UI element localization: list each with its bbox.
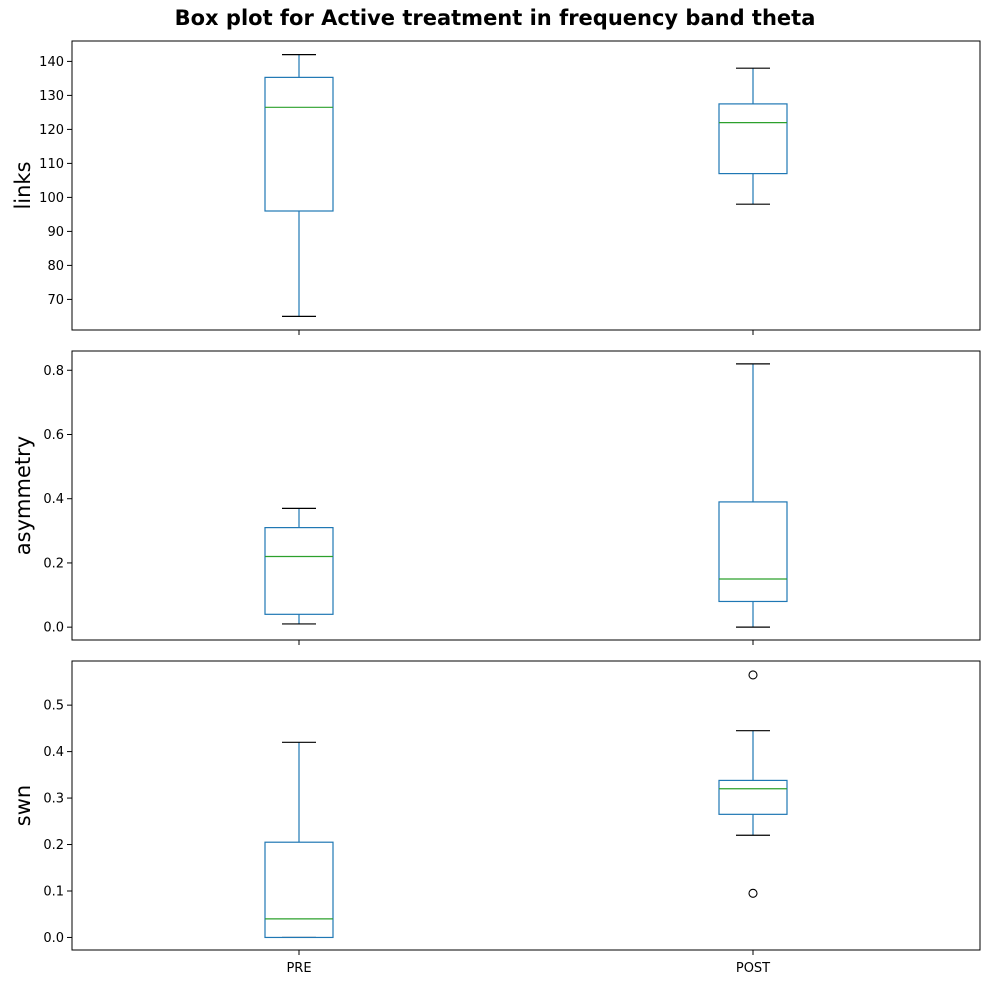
box-PRE [264,741,334,939]
axes-frame [71,350,981,641]
y-tick-label: 0.3 [43,792,64,807]
y-tick-label: 110 [39,157,64,172]
x-tick-label: POST [736,961,770,976]
y-axis-label: links [11,161,35,209]
subplot-asymmetry: 0.0 0.2 0.4 0.6 0.8 asymmetry [11,350,981,645]
box-iqr [264,841,334,939]
chart-title: Box plot for Active treatment in frequen… [174,6,816,30]
axes-frame [71,660,981,951]
y-tick-label: 0.1 [43,884,64,899]
outlier-point [748,670,758,680]
y-tick-label: 0.0 [43,931,64,946]
y-tick-label: 0.2 [43,838,64,853]
y-axis-label: asymmetry [11,436,35,555]
y-tick-label: 0.4 [43,492,64,507]
y-tick-label: 80 [47,259,64,274]
box-iqr [718,501,788,603]
axes-frame [71,40,981,331]
box-iqr [264,527,334,615]
y-tick-label: 0.5 [43,699,64,714]
y-tick-label: 0.2 [43,556,64,571]
box-PRE [264,507,334,625]
y-tick-label: 90 [47,225,64,240]
y-tick-label: 0.0 [43,621,64,636]
y-tick-label: 0.8 [43,364,64,379]
box-POST [718,67,788,205]
box-iqr [718,779,788,815]
y-tick-label: 70 [47,293,64,308]
y-tick-label: 0.4 [43,745,64,760]
subplot-links: 70 80 90 100 110 120 130 140 links [11,40,981,335]
y-tick-label: 0.6 [43,428,64,443]
y-axis-label: swn [11,785,35,826]
subplot-swn: 0.0 0.1 0.2 0.3 0.4 0.5 PRE POST swn [11,660,981,976]
box-PRE [264,53,334,317]
x-tick-label: PRE [286,961,311,976]
box-POST [718,363,788,628]
box-iqr [264,76,334,212]
y-tick-label: 120 [39,123,64,138]
y-tick-label: 100 [39,191,64,206]
outlier-point [748,888,758,898]
y-tick-label: 140 [39,55,64,70]
box-iqr [718,103,788,175]
box-POST [718,670,788,898]
y-tick-label: 130 [39,89,64,104]
